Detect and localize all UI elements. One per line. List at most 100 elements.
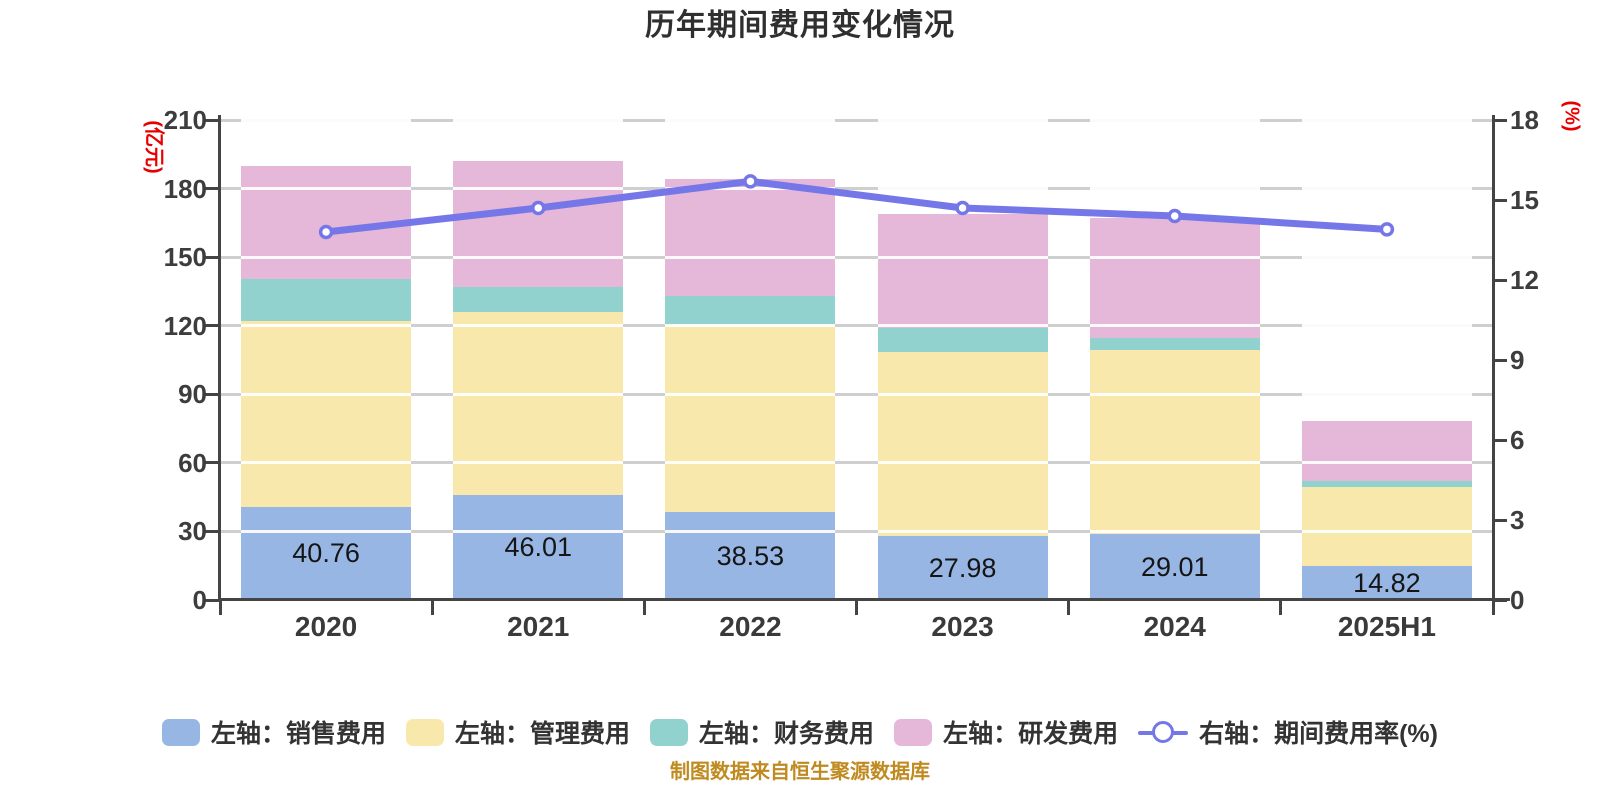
- gridline-overlay: [453, 255, 624, 259]
- left-axis-tick-label: 30: [178, 516, 207, 547]
- bar-segment: [241, 506, 412, 600]
- right-axis-tick-label: 3: [1510, 505, 1525, 535]
- left-axis-tick-label: 0: [192, 585, 207, 615]
- x-axis-tick: [1279, 601, 1283, 615]
- left-axis-tick-label: 150: [163, 242, 207, 273]
- rate-line-point: [531, 200, 546, 216]
- bar-value-label: 40.76: [292, 538, 360, 569]
- left-axis-tick: [205, 255, 220, 259]
- data-source-note: 制图数据来自恒生聚源数据库: [670, 761, 930, 783]
- gridline-overlay: [665, 118, 836, 122]
- gridline-overlay: [241, 255, 412, 259]
- bar-value-label: 46.01: [504, 532, 573, 563]
- gridline-overlay: [453, 392, 624, 396]
- bar-segment: [1089, 533, 1260, 600]
- gridline-overlay: [877, 255, 1048, 259]
- right-axis-tick: [1493, 518, 1507, 522]
- legend-swatch-icon: [894, 718, 933, 746]
- rate-line-point: [743, 174, 758, 189]
- gridline: [220, 255, 1493, 259]
- gridline-overlay: [453, 118, 624, 122]
- bar-segment: [877, 214, 1048, 329]
- legend-item-label: 右轴：期间费用率(%): [1199, 720, 1438, 748]
- gridline-overlay: [1089, 118, 1260, 122]
- left-axis-line: [218, 115, 221, 602]
- x-axis-line: [218, 598, 1510, 601]
- gridline-overlay: [1089, 461, 1260, 465]
- bar-segment: [453, 494, 624, 600]
- gridline-overlay: [453, 529, 624, 533]
- gridline-overlay: [665, 324, 836, 328]
- gridline-overlay: [453, 324, 624, 328]
- left-axis-tick-label: 210: [163, 105, 207, 135]
- legend-item[interactable]: 左轴：管理费用: [406, 714, 630, 750]
- legend-item-label: 左轴：销售费用: [211, 720, 387, 748]
- gridline: [220, 392, 1493, 396]
- gridline-overlay: [241, 324, 412, 328]
- right-axis-tick-label: 6: [1510, 425, 1525, 455]
- bar-segment: [1301, 481, 1472, 488]
- legend-item[interactable]: 左轴：研发费用: [894, 714, 1118, 750]
- legend-item[interactable]: 右轴：期间费用率(%): [1138, 714, 1438, 750]
- x-axis-tick: [1067, 601, 1071, 615]
- x-axis-label: 2023: [931, 611, 994, 642]
- bar-segment: [877, 536, 1048, 600]
- bar-segment: [1089, 338, 1260, 350]
- x-axis-label: 2021: [507, 611, 570, 642]
- legend-item[interactable]: 左轴：财务费用: [650, 714, 874, 750]
- rate-line-point: [955, 200, 970, 216]
- gridline-overlay: [1089, 187, 1260, 191]
- right-axis-tick: [1493, 438, 1507, 442]
- bar-segment: [1089, 349, 1260, 534]
- gridline: [220, 118, 1493, 122]
- left-axis-tick-label: 60: [178, 447, 207, 478]
- left-axis-tick-label: 90: [178, 379, 207, 410]
- right-axis-tick-label: 15: [1510, 185, 1539, 215]
- x-axis-tick: [855, 601, 858, 615]
- gridline-overlay: [665, 461, 836, 465]
- bar-segment: [1301, 487, 1472, 567]
- legend-item-label: 左轴：管理费用: [455, 720, 631, 748]
- legend-item-label: 左轴：研发费用: [943, 720, 1119, 748]
- gridline-overlay: [1089, 255, 1260, 259]
- gridline: [220, 187, 1493, 191]
- right-axis-tick-label: 0: [1510, 585, 1525, 615]
- bar-segment: [241, 320, 412, 507]
- right-axis-tick: [1493, 598, 1507, 602]
- left-axis-tick-label: 180: [163, 173, 207, 204]
- x-axis-tick: [642, 601, 646, 615]
- bar-segment: [453, 286, 624, 312]
- gridline-overlay: [877, 187, 1048, 191]
- legend-item[interactable]: 左轴：销售费用: [162, 714, 386, 750]
- legend-line-marker-icon: [1138, 719, 1189, 746]
- chart-title: 历年期间费用变化情况: [645, 9, 955, 42]
- gridline-overlay: [241, 529, 412, 533]
- plot-area: 40.76 2020 46.01 2021 38.53 2022 27.98 2023 29.0…: [164, 105, 1539, 642]
- x-axis-tick: [218, 601, 222, 615]
- gridline-overlay: [665, 529, 836, 533]
- left-axis-tick: [205, 187, 220, 191]
- gridline-overlay: [1301, 255, 1472, 259]
- left-axis-tick: [205, 598, 220, 602]
- right-axis-tick: [1493, 118, 1507, 122]
- legend: 左轴：销售费用 左轴：管理费用 左轴：财务费用 左轴：研发费用 右轴：期间费用率(%): [0, 712, 1600, 752]
- bar-segment: [241, 278, 412, 321]
- gridline-overlay: [1089, 529, 1260, 533]
- gridline-overlay: [877, 461, 1048, 465]
- gridline-overlay: [241, 461, 412, 465]
- bar-value-label: 27.98: [928, 553, 997, 584]
- bar-segment: [665, 325, 836, 512]
- gridline-overlay: [241, 118, 412, 122]
- bar-value-label: 38.53: [716, 540, 785, 571]
- bar-segment: [877, 352, 1048, 537]
- right-axis-tick-label: 9: [1510, 345, 1525, 375]
- legend-swatch-icon: [650, 718, 689, 746]
- bar-value-label: 29.01: [1140, 551, 1209, 582]
- right-axis-tick: [1493, 358, 1507, 362]
- legend-swatch-icon: [162, 718, 201, 746]
- rate-line-point: [1379, 222, 1395, 237]
- gridline-overlay: [241, 392, 412, 396]
- gridline-overlay: [1301, 324, 1472, 328]
- x-axis-label: 2020: [294, 611, 358, 642]
